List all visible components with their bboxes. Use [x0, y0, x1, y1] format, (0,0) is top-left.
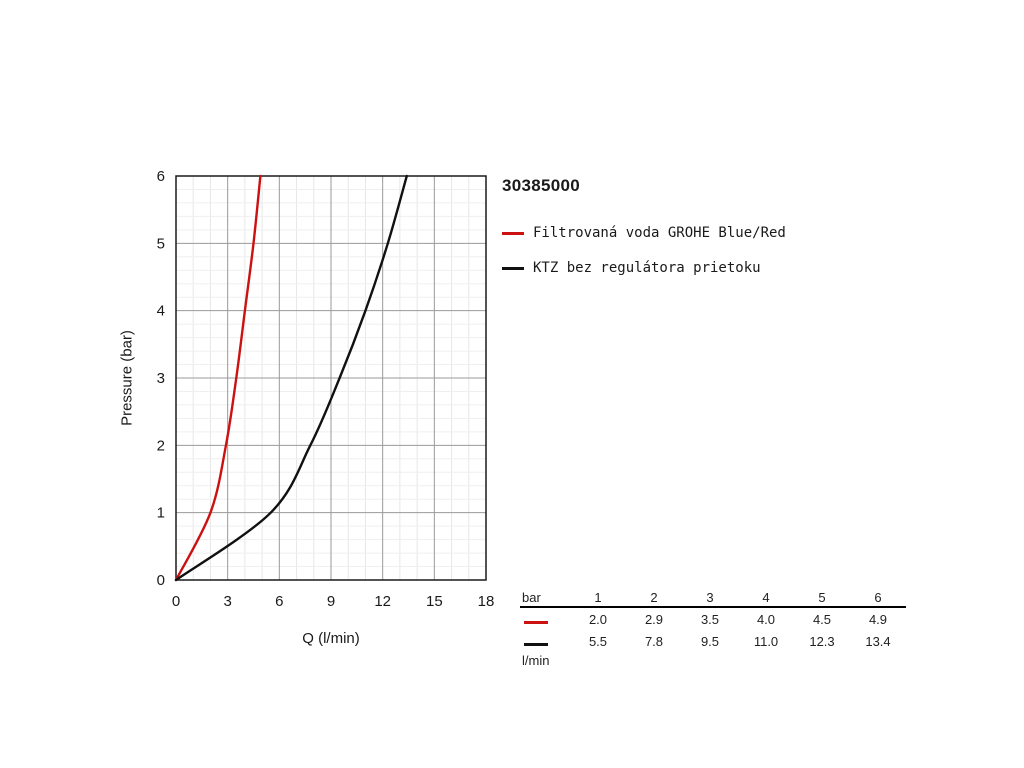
flow-value-cell: 2.0	[588, 611, 608, 627]
flow-rate-table: bar 1 2 3 4 5 6 2.0 2.9 3.5 4.0 4.5 4.9 …	[520, 588, 906, 668]
legend-label: Filtrovaná voda GROHE Blue/Red	[533, 225, 786, 241]
svg-text:4: 4	[157, 303, 165, 320]
flow-value-cell: 7.8	[644, 633, 664, 649]
chart-plot-area: 0 3 6 9 12 15 18 0 1 2 3 4 5 6	[150, 170, 506, 640]
pressure-header-cell: 6	[874, 589, 882, 605]
red-line-swatch	[502, 231, 524, 235]
flow-value-cell: 3.5	[700, 611, 720, 627]
pressure-header-cell: 5	[818, 589, 826, 605]
svg-text:0: 0	[157, 572, 165, 589]
chart-legend: Filtrovaná voda GROHE Blue/Red KTZ bez r…	[502, 222, 786, 292]
pressure-header-cell: 4	[762, 589, 770, 605]
svg-text:5: 5	[157, 235, 165, 252]
flow-value-cell: 9.5	[700, 633, 720, 649]
table-row: 2.0 2.9 3.5 4.0 4.5 4.9	[520, 608, 906, 630]
x-axis-label: Q (l/min)	[302, 630, 360, 647]
black-line-swatch	[524, 642, 548, 646]
svg-text:1: 1	[157, 505, 165, 522]
red-line-swatch	[524, 620, 548, 624]
svg-text:3: 3	[157, 370, 165, 387]
red-curve-swatch-cell	[520, 612, 570, 627]
flow-value-cell: 13.4	[865, 633, 891, 649]
y-axis-label: Pressure (bar)	[118, 330, 136, 426]
legend-item-filtered-water: Filtrovaná voda GROHE Blue/Red	[502, 222, 786, 244]
flow-value-cell: 4.0	[756, 611, 776, 627]
pressure-header-cell: 3	[706, 589, 714, 605]
svg-text:12: 12	[374, 593, 391, 610]
legend-label: KTZ bez regulátora prietoku	[533, 260, 761, 276]
svg-text:2: 2	[157, 437, 165, 454]
legend-item-ktz: KTZ bez regulátora prietoku	[502, 257, 786, 279]
flow-value-cell: 12.3	[809, 633, 835, 649]
pressure-header-cell: 2	[650, 589, 658, 605]
svg-text:6: 6	[157, 170, 165, 185]
flow-value-cell: 5.5	[588, 633, 608, 649]
svg-text:6: 6	[275, 593, 283, 610]
svg-text:9: 9	[327, 593, 335, 610]
svg-text:15: 15	[426, 593, 443, 610]
table-unit-row: l/min	[520, 652, 906, 668]
flow-value-cell: 2.9	[644, 611, 664, 627]
table-header-row: bar 1 2 3 4 5 6	[520, 588, 906, 608]
svg-text:3: 3	[223, 593, 231, 610]
flow-value-cell: 11.0	[753, 633, 779, 649]
pressure-header-cell: 1	[594, 589, 602, 605]
black-line-swatch	[502, 266, 524, 270]
unit-label: l/min	[522, 652, 550, 668]
svg-text:18: 18	[478, 593, 495, 610]
flow-value-cell: 4.9	[868, 611, 888, 627]
flow-value-cell: 4.5	[812, 611, 832, 627]
black-curve-swatch-cell	[520, 634, 570, 649]
svg-text:0: 0	[172, 593, 180, 610]
bar-header-label: bar	[522, 589, 541, 605]
table-row: 5.5 7.8 9.5 11.0 12.3 13.4	[520, 630, 906, 652]
chart-title: 30385000	[502, 176, 581, 195]
